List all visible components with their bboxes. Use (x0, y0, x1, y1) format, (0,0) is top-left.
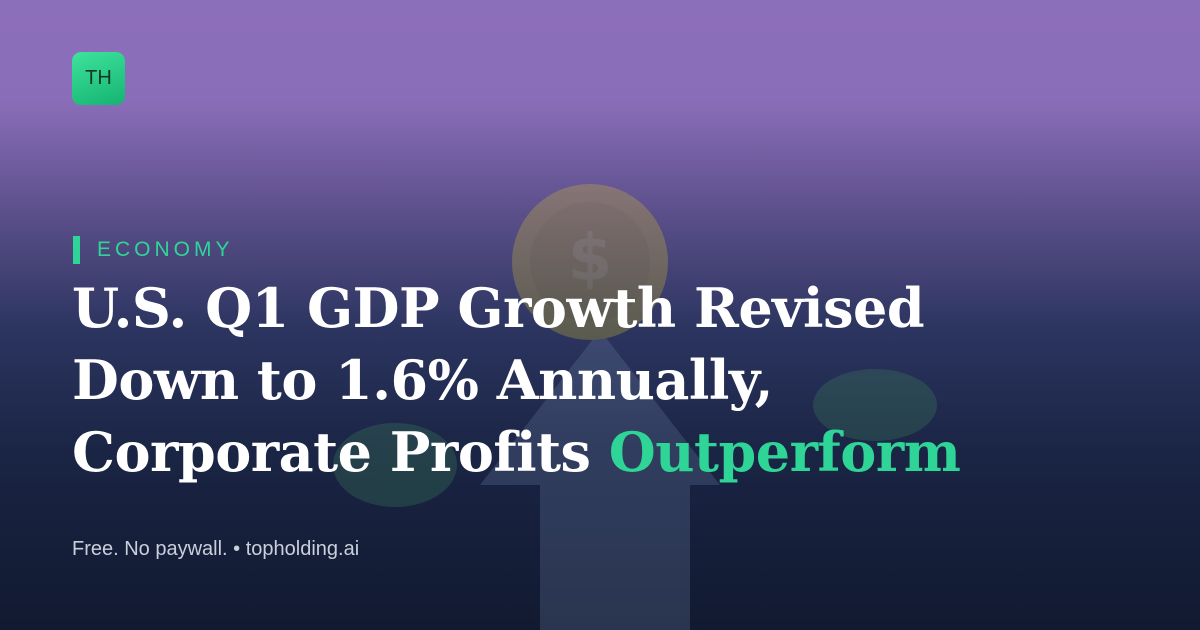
category-bar (73, 236, 80, 264)
svg-text:$: $ (568, 222, 613, 296)
headline-highlight: Outperform (608, 420, 961, 484)
headline-line: Down to 1.6% Annually, (72, 348, 773, 412)
headline-line: U.S. Q1 GDP Growth Revised (72, 276, 925, 340)
headline-line: Corporate Profits (72, 420, 591, 484)
category[interactable]: ECONOMY (97, 238, 234, 261)
headline-line-wrap: Corporate Profits Outperform (72, 416, 961, 488)
headline: U.S. Q1 GDP Growth Revised Down to 1.6% … (72, 272, 961, 488)
footer: Free. No paywall. • topholding.ai (72, 538, 360, 560)
logo[interactable]: TH (72, 52, 125, 105)
